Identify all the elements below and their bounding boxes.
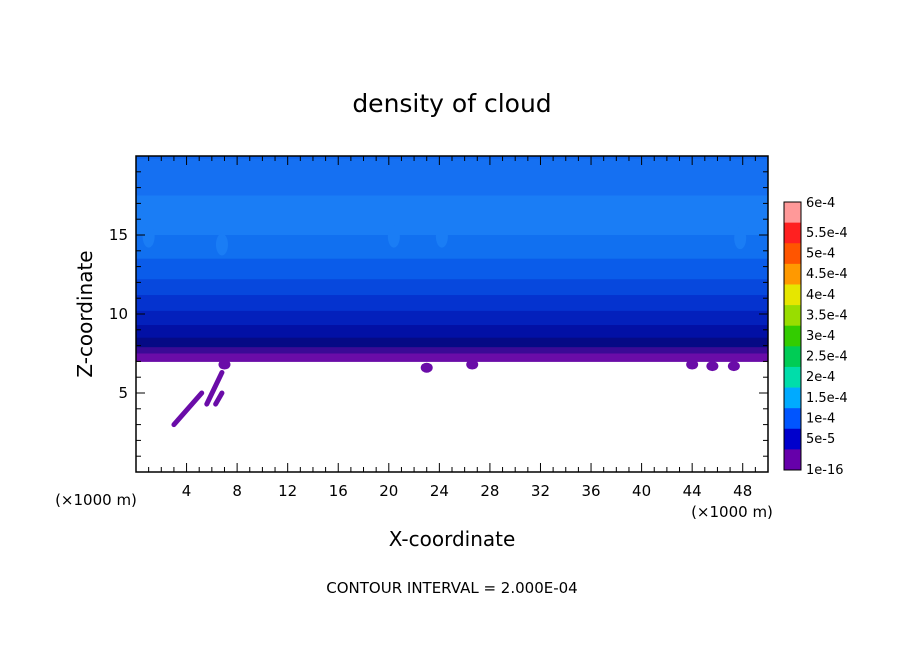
colorbar-label: 4.5e-4 (806, 267, 848, 282)
x-tick-label: 8 (232, 482, 242, 500)
colorbar-label: 5e-5 (806, 432, 835, 447)
contour-band (136, 279, 768, 296)
contour-band (136, 347, 768, 354)
x-axis-label: X-coordinate (389, 527, 516, 551)
x-tick-label: 36 (581, 482, 600, 500)
contour-patch (142, 225, 155, 248)
colorbar-label: 5.5e-4 (806, 226, 848, 241)
contour-band (136, 235, 768, 260)
y-tick-label: 15 (109, 226, 128, 244)
colorbar-label: 1.5e-4 (806, 391, 848, 406)
colorbar-swatch (784, 408, 801, 430)
x-tick-label: 40 (632, 482, 651, 500)
colorbar-label: 6e-4 (806, 196, 835, 211)
contour-band (136, 337, 768, 348)
cloud-base-bump (706, 361, 719, 372)
colorbar-swatch (784, 325, 801, 347)
cloud-streak (171, 390, 205, 428)
contour-band (136, 325, 768, 339)
x-unit-left: (×1000 m) (55, 491, 137, 509)
contour-band (136, 310, 768, 326)
colorbar-label: 2e-4 (806, 370, 835, 385)
x-tick-label: 20 (379, 482, 398, 500)
colorbar-label: 2.5e-4 (806, 350, 848, 365)
colorbar-label: 4e-4 (806, 288, 835, 303)
colorbar-label: 5e-4 (806, 247, 835, 262)
x-tick-label: 28 (480, 482, 499, 500)
colorbar: 6e-4 5.5e-4 5e-4 4.5e-4 4e-4 3.5e-4 3e-4 2.5e-4… (783, 196, 848, 478)
x-tick-label: 32 (531, 482, 550, 500)
cloud-base-bump (727, 361, 740, 372)
y-tick-label: 10 (109, 305, 128, 323)
contour-patch (387, 225, 400, 248)
contour-band (136, 195, 768, 236)
y-tick-label: 5 (118, 384, 128, 402)
colorbar-swatch (784, 449, 801, 471)
contour-interval: CONTOUR INTERVAL = 2.000E-04 (326, 579, 577, 597)
y-axis-label: Z-coordinate (73, 250, 97, 377)
colorbar-swatch (784, 202, 801, 223)
contour-patch (734, 227, 747, 250)
cloud-base-bump (686, 359, 699, 370)
cloud-streak (204, 369, 225, 407)
x-tick-label: 12 (278, 482, 297, 500)
x-tick-label: 4 (182, 482, 192, 500)
contour-band (136, 159, 768, 196)
x-unit-right: (×1000 m) (691, 503, 773, 521)
chart-title: density of cloud (352, 89, 551, 118)
contour-band (136, 353, 768, 362)
x-tick-label: 24 (430, 482, 449, 500)
colorbar-swatch (784, 366, 801, 388)
colorbar-swatch (784, 263, 801, 285)
colorbar-label: 1e-16 (806, 463, 844, 478)
colorbar-swatch (784, 387, 801, 409)
colorbar-swatch (784, 305, 801, 326)
contour-band (136, 258, 768, 280)
x-tick-label: 16 (329, 482, 348, 500)
colorbar-swatch (784, 222, 801, 244)
colorbar-label: 3.5e-4 (806, 308, 848, 323)
colorbar-label: 1e-4 (806, 411, 835, 426)
colorbar-swatch (784, 428, 801, 450)
colorbar-label: 3e-4 (806, 329, 835, 344)
cloud-base-bump (218, 359, 231, 370)
colorbar-swatch (784, 243, 801, 265)
x-tick-label: 48 (733, 482, 752, 500)
cloud-streak (213, 390, 225, 407)
contour-patch (435, 225, 448, 248)
cloud-base-bump (466, 359, 479, 370)
contour-band (136, 295, 768, 312)
colorbar-swatch (784, 346, 801, 368)
colorbar-swatch (784, 284, 801, 306)
x-tick-label: 44 (683, 482, 702, 500)
cloud-base-bump (420, 362, 433, 373)
contour-patch (215, 233, 228, 256)
contour-fill (136, 156, 768, 428)
colorbar-frame (783, 201, 802, 471)
